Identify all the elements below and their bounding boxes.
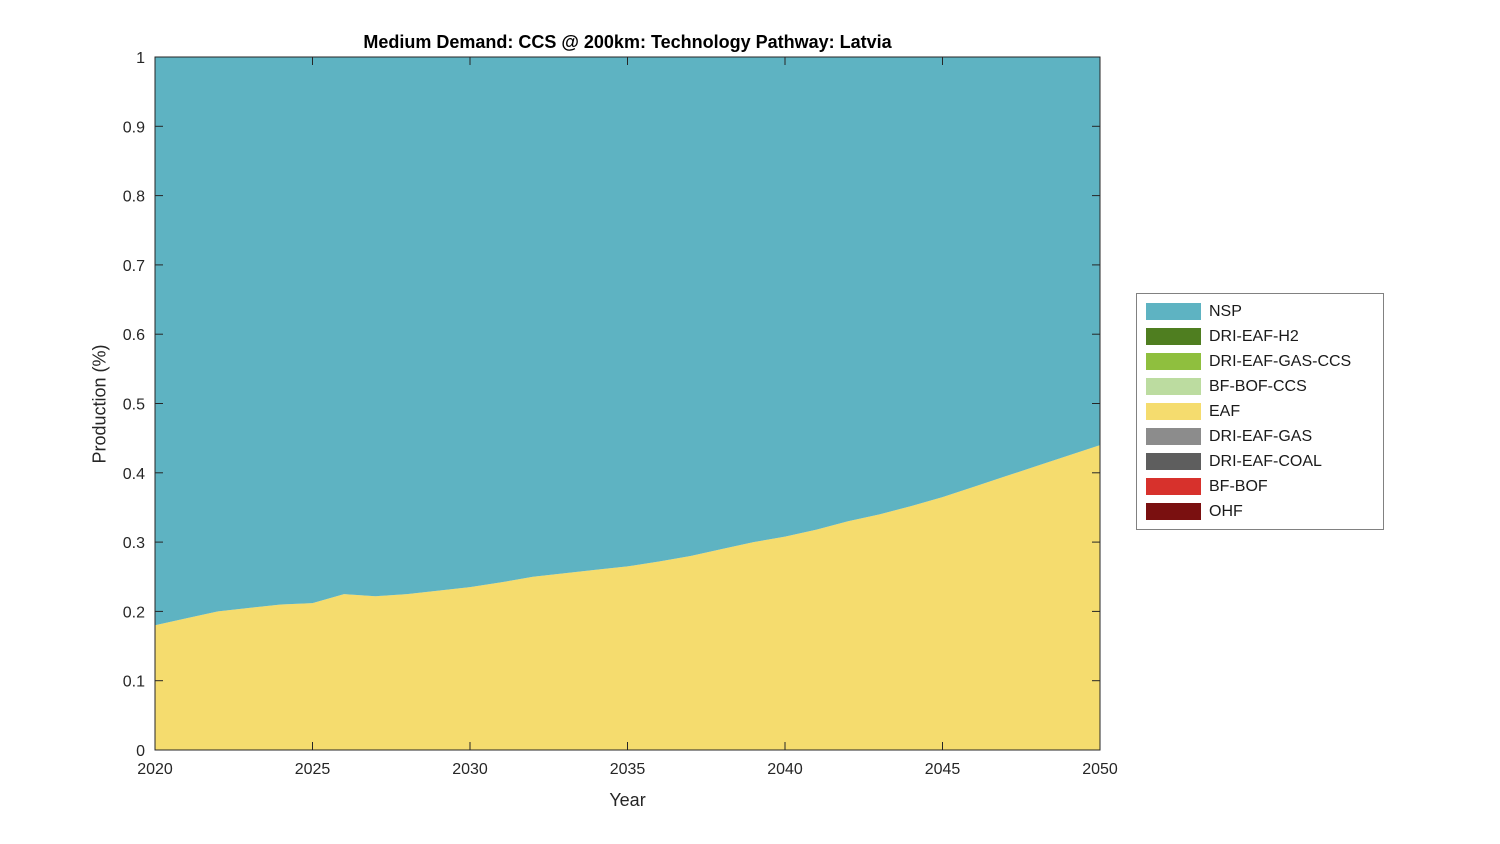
legend-item: DRI-EAF-GAS	[1146, 424, 1383, 449]
area-EAF	[155, 445, 1100, 750]
y-tick-label: 0.8	[123, 189, 145, 206]
legend-label: OHF	[1209, 502, 1243, 520]
y-tick-label: 0.3	[123, 535, 145, 552]
y-tick-label: 0.6	[123, 327, 145, 344]
legend-item: DRI-EAF-COAL	[1146, 449, 1383, 474]
legend-item: DRI-EAF-H2	[1146, 324, 1383, 349]
x-tick-label: 2045	[925, 761, 961, 778]
legend-swatch-DRI-EAF-GAS	[1146, 428, 1201, 445]
legend-label: BF-BOF	[1209, 477, 1268, 495]
legend-label: DRI-EAF-COAL	[1209, 452, 1322, 470]
legend-label: EAF	[1209, 402, 1241, 420]
y-tick-label: 0.4	[123, 466, 145, 483]
legend-label: NSP	[1209, 302, 1242, 320]
legend-swatch-DRI-EAF-COAL	[1146, 453, 1201, 470]
legend-swatch-BF-BOF	[1146, 478, 1201, 495]
legend-label: DRI-EAF-H2	[1209, 327, 1299, 345]
y-tick-label: 1	[136, 50, 145, 67]
legend-label: DRI-EAF-GAS-CCS	[1209, 352, 1352, 370]
x-tick-label: 2050	[1082, 761, 1118, 778]
chart-title: Medium Demand: CCS @ 200km: Technology P…	[363, 32, 892, 52]
x-axis-label: Year	[609, 790, 646, 810]
legend-item: DRI-EAF-GAS-CCS	[1146, 349, 1383, 374]
legend-item: BF-BOF	[1146, 474, 1383, 499]
legend-item: EAF	[1146, 399, 1383, 424]
y-tick-label: 0.2	[123, 604, 145, 621]
x-tick-label: 2020	[137, 761, 173, 778]
legend-item: OHF	[1146, 499, 1383, 524]
legend-swatch-OHF	[1146, 503, 1201, 520]
legend-label: DRI-EAF-GAS	[1209, 427, 1313, 445]
legend-swatch-DRI-EAF-GAS-CCS	[1146, 353, 1201, 370]
legend-swatch-NSP	[1146, 303, 1201, 320]
legend-swatch-BF-BOF-CCS	[1146, 378, 1201, 395]
legend-swatch-DRI-EAF-H2	[1146, 328, 1201, 345]
y-tick-label: 0.5	[123, 397, 145, 414]
legend-item: BF-BOF-CCS	[1146, 374, 1383, 399]
x-tick-label: 2040	[767, 761, 803, 778]
y-tick-label: 0.1	[123, 674, 145, 691]
legend-item: NSP	[1146, 299, 1383, 324]
legend-label: BF-BOF-CCS	[1209, 377, 1307, 395]
y-tick-label: 0.7	[123, 258, 145, 275]
area-NSP	[155, 57, 1100, 626]
x-tick-label: 2025	[295, 761, 331, 778]
y-tick-label: 0	[136, 743, 145, 760]
x-tick-label: 2035	[610, 761, 646, 778]
legend-swatch-EAF	[1146, 403, 1201, 420]
y-tick-label: 0.9	[123, 119, 145, 136]
legend: NSP DRI-EAF-H2 DRI-EAF-GAS-CCS BF-BOF-CCS EA…	[1136, 293, 1384, 530]
x-tick-label: 2030	[452, 761, 488, 778]
